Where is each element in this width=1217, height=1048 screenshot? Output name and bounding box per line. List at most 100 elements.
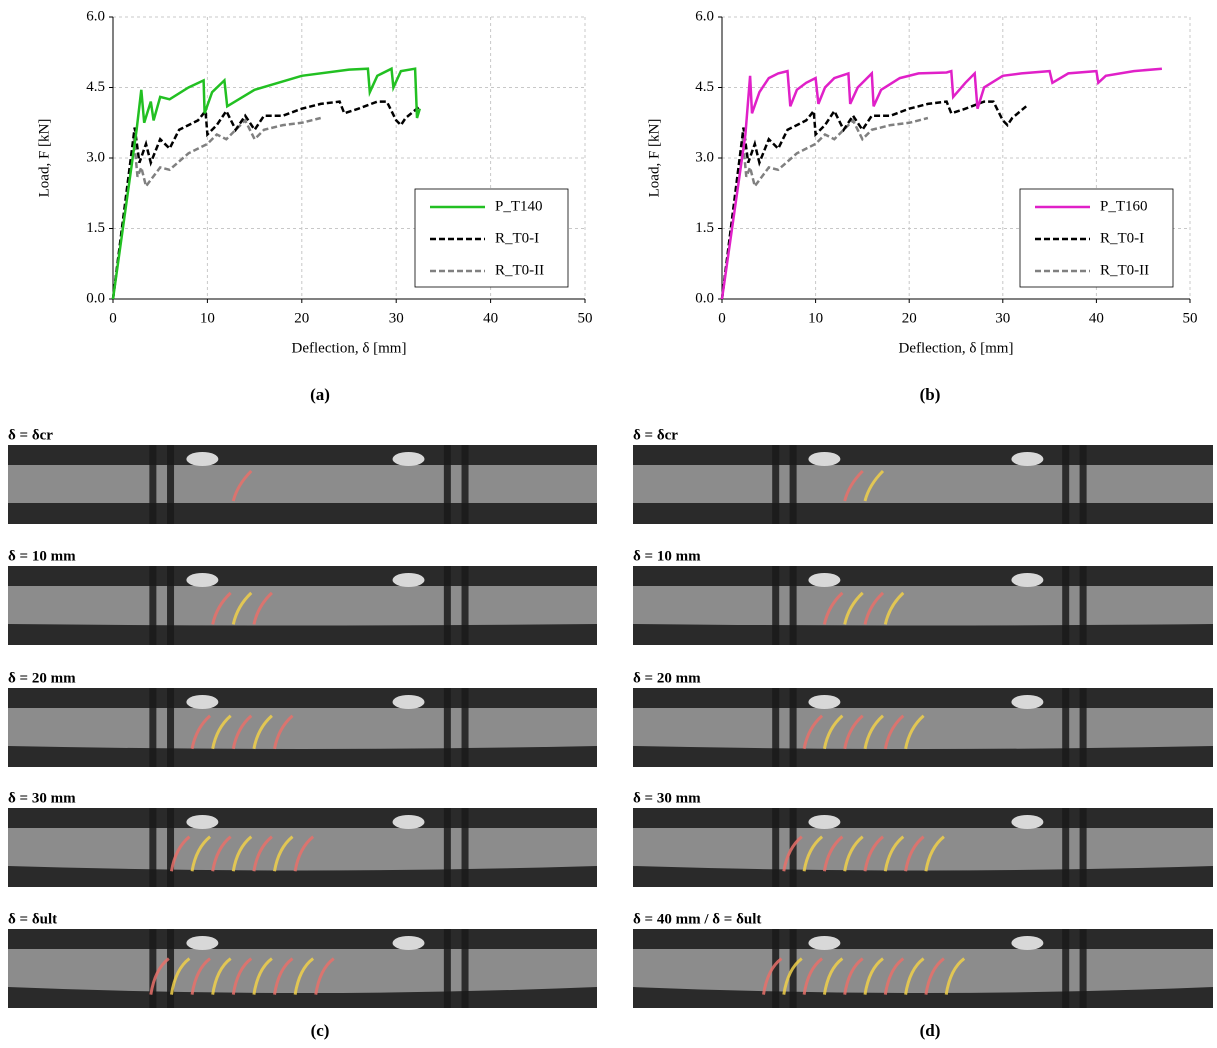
crack <box>782 835 803 872</box>
photo-label: δ = 30 mm <box>633 790 701 806</box>
panel-label: (c) <box>311 1021 330 1040</box>
panel-label: (d) <box>920 1021 941 1040</box>
x-axis-label: Deflection, δ [mm] <box>292 340 407 356</box>
crack <box>190 957 212 995</box>
y-tick-label: 3.0 <box>86 149 105 165</box>
crack <box>762 957 783 995</box>
crack <box>211 714 232 750</box>
frame-post <box>443 445 451 524</box>
photo <box>8 808 597 887</box>
frame-post <box>461 566 469 645</box>
frame-post <box>1079 566 1087 645</box>
support <box>808 695 841 709</box>
frame-post <box>772 445 780 524</box>
crack <box>904 957 925 995</box>
series-line <box>111 66 421 300</box>
crack <box>843 591 864 625</box>
series-line <box>720 116 929 300</box>
support <box>808 936 841 950</box>
frame-post <box>1079 808 1087 887</box>
frame-post <box>789 688 797 767</box>
photo-label: δ = 10 mm <box>8 548 76 564</box>
photo <box>633 445 1213 524</box>
y-tick-label: 3.0 <box>695 149 714 165</box>
y-tick-label: 4.5 <box>695 79 714 95</box>
photo <box>633 566 1213 645</box>
crack <box>863 469 885 502</box>
y-tick-label: 0.0 <box>86 290 105 306</box>
support <box>1011 452 1044 466</box>
x-tick-label: 40 <box>1089 310 1104 326</box>
crack <box>252 835 273 872</box>
frame-post <box>1062 808 1070 887</box>
crack <box>944 957 966 995</box>
photo-label: δ = δult <box>8 911 57 927</box>
support <box>1011 815 1044 829</box>
support <box>808 452 841 466</box>
crack <box>273 957 294 995</box>
photo-label: δ = 40 mm / δ = δult <box>633 911 761 927</box>
support <box>186 573 219 587</box>
beam <box>633 708 1213 749</box>
beam <box>8 586 597 626</box>
frame-post <box>167 808 175 887</box>
support <box>1011 695 1044 709</box>
beam <box>633 949 1213 993</box>
crack <box>169 835 191 872</box>
crack <box>231 835 253 872</box>
support <box>392 815 425 829</box>
photo <box>8 566 597 645</box>
x-tick-label: 10 <box>200 310 215 326</box>
photo-label: δ = 10 mm <box>633 548 701 564</box>
crack <box>782 957 803 995</box>
support <box>392 936 425 950</box>
crack <box>252 957 273 995</box>
frame-post <box>443 566 451 645</box>
crack <box>211 591 232 625</box>
crack <box>293 835 315 872</box>
x-tick-label: 0 <box>718 310 726 326</box>
legend-label: R_T0-I <box>1100 230 1144 246</box>
crack <box>169 957 191 995</box>
x-tick-label: 40 <box>483 310 498 326</box>
frame-post <box>149 445 157 524</box>
photo <box>8 445 597 524</box>
frame-post <box>1079 445 1087 524</box>
x-tick-label: 0 <box>109 310 117 326</box>
crack <box>273 835 294 872</box>
y-tick-label: 6.0 <box>86 8 105 24</box>
series-line <box>720 100 1028 300</box>
legend-box <box>414 188 569 288</box>
frame-post <box>149 566 157 645</box>
crack <box>843 714 864 750</box>
frame-post <box>1079 929 1087 1008</box>
crack <box>863 957 884 995</box>
y-tick-label: 1.5 <box>86 220 105 236</box>
beam <box>8 708 597 749</box>
frame-post <box>1062 566 1070 645</box>
frame-post <box>167 688 175 767</box>
crack <box>802 835 824 872</box>
crack <box>904 714 925 750</box>
panel-label: (a) <box>310 385 330 404</box>
support <box>186 452 219 466</box>
crack <box>273 714 294 750</box>
crack <box>231 957 253 995</box>
beam <box>633 828 1213 871</box>
y-tick-label: 0.0 <box>695 290 714 306</box>
frame-post <box>149 808 157 887</box>
frame-post <box>1062 445 1070 524</box>
crack <box>822 591 844 625</box>
y-tick-label: 6.0 <box>695 8 714 24</box>
photo <box>633 929 1213 1008</box>
crack <box>843 957 864 995</box>
frame-post <box>443 929 451 1008</box>
legend-label: R_T0-I <box>495 230 539 246</box>
legend-label: P_T140 <box>495 198 543 214</box>
x-tick-label: 20 <box>902 310 917 326</box>
crack <box>924 957 945 995</box>
crack <box>802 714 824 750</box>
photo-label: δ = 30 mm <box>8 790 76 806</box>
frame-post <box>789 445 797 524</box>
